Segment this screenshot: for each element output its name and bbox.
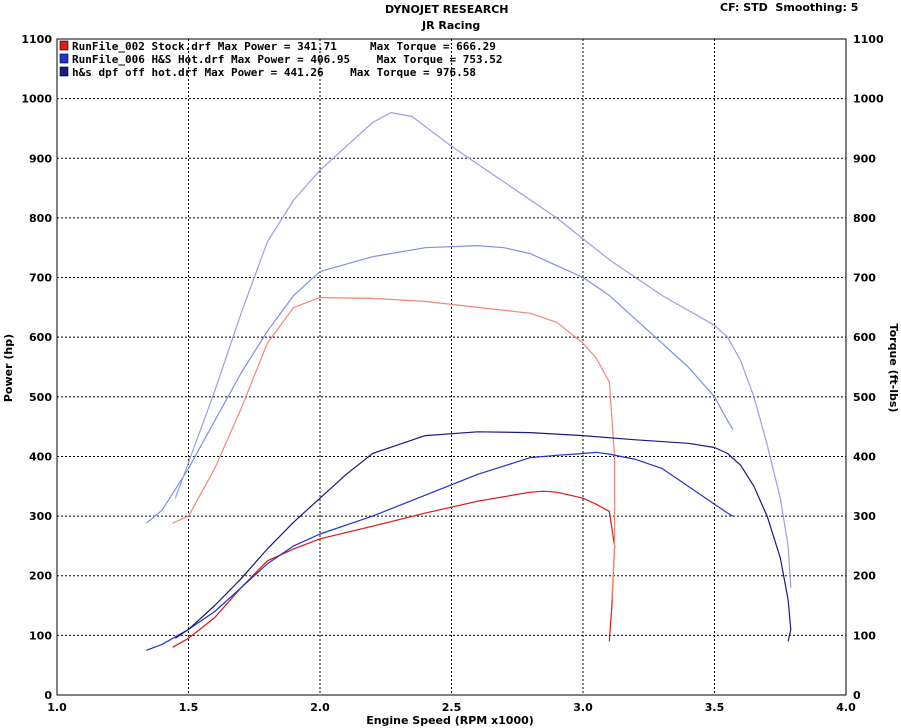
y-tick-label-right: 700 [853, 272, 876, 285]
y-axis-right-label: Torque (ft-lbs) [887, 324, 900, 413]
y-tick-label-right: 1000 [853, 93, 884, 106]
y-tick-label-left: 500 [29, 391, 52, 404]
legend-entry: RunFile_002 Stock.drf Max Power = 341.71… [72, 40, 496, 53]
y-tick-label-left: 200 [29, 570, 52, 583]
x-tick-label: 3.0 [573, 701, 593, 714]
y-tick-label-right: 0 [853, 689, 861, 702]
x-tick-label: 2.0 [310, 701, 330, 714]
chart-subtitle: JR Racing [422, 19, 481, 32]
series-lines [146, 111, 792, 651]
legend-swatch [59, 66, 69, 77]
y-tick-label-right: 300 [853, 510, 876, 523]
series-line-torque [174, 111, 792, 588]
y-tick-label-left: 900 [29, 152, 52, 165]
x-tick-label: 2.5 [442, 701, 462, 714]
legend-swatch [59, 40, 69, 51]
y-tick-label-left: 1100 [21, 33, 52, 46]
legend-swatch [59, 53, 69, 64]
y-tick-label-right: 800 [853, 212, 876, 225]
legend-entry: RunFile_006 H&S Hot.drf Max Power = 406.… [72, 53, 502, 66]
series-line-power [174, 431, 792, 642]
y-tick-label-left: 100 [29, 629, 52, 642]
y-axis-left-label: Power (hp) [2, 334, 15, 402]
grid-lines [57, 39, 846, 695]
y-axis-right-ticks: 0 100 200 300 400 500 600 700 800 900 1000 1100 [853, 33, 884, 702]
y-tick-label-right: 400 [853, 450, 876, 463]
y-tick-label-left: 0 [44, 689, 52, 702]
series-line-torque [146, 245, 734, 524]
y-tick-label-right: 200 [853, 570, 876, 583]
y-tick-label-right: 100 [853, 629, 876, 642]
y-tick-label-left: 700 [29, 272, 52, 285]
y-tick-label-left: 800 [29, 212, 52, 225]
x-tick-label: 4.0 [836, 701, 856, 714]
settings-readout: CF: STD Smoothing: 5 [720, 1, 859, 14]
legend-entry: h&s dpf off hot.drf Max Power = 441.26 M… [72, 66, 476, 79]
y-tick-label-right: 1100 [853, 33, 884, 46]
y-tick-label-left: 1000 [21, 93, 52, 106]
x-tick-label: 3.5 [705, 701, 725, 714]
chart-title: DYNOJET RESEARCH [385, 3, 509, 16]
x-axis-label: Engine Speed (RPM x1000) [366, 714, 534, 727]
series-line-torque [172, 297, 616, 600]
y-tick-label-left: 400 [29, 450, 52, 463]
x-tick-label: 1.0 [47, 701, 67, 714]
y-axis-left-ticks: 0 100 200 300 400 500 600 700 800 900 1000 1100 [21, 33, 52, 702]
x-axis-ticks: 1.0 1.5 2.0 2.5 3.0 3.5 4.0 [47, 701, 856, 714]
y-tick-label-right: 500 [853, 391, 876, 404]
x-tick-label: 1.5 [179, 701, 199, 714]
y-tick-label-left: 300 [29, 510, 52, 523]
series-line-power [146, 451, 734, 651]
y-tick-label-right: 900 [853, 152, 876, 165]
y-tick-label-left: 600 [29, 331, 52, 344]
y-tick-label-right: 600 [853, 331, 876, 344]
legend: RunFile_002 Stock.drf Max Power = 341.71… [59, 40, 502, 79]
